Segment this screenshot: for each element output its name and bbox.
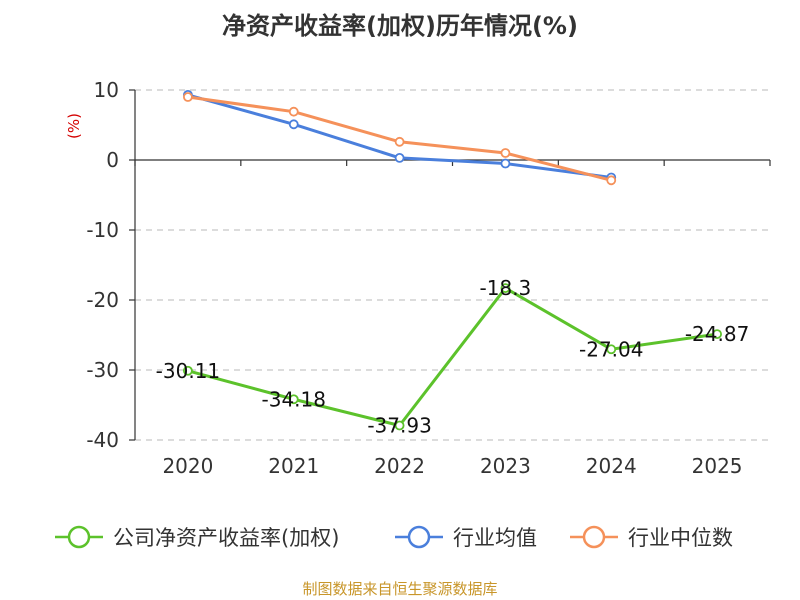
data-point-0 <box>183 365 193 376</box>
y-axis-unit: (%) <box>65 113 83 139</box>
data-label: -30.11 <box>156 359 220 383</box>
data-label: -34.18 <box>262 387 326 411</box>
axes: 10 0 -10 -20 -30 -40 2020 2021 2022 2023 2024 2025 <box>86 78 771 478</box>
x-tick-label: 2023 <box>480 454 531 478</box>
series-layer <box>183 90 722 431</box>
data-point-1 <box>394 152 405 163</box>
y-tick-label: 10 <box>94 78 119 102</box>
data-point-1 <box>500 158 511 169</box>
data-label: -37.93 <box>367 414 431 438</box>
data-point-0 <box>606 344 617 355</box>
x-tick-label: 2020 <box>162 454 213 478</box>
legend-label-0: 公司净资产收益率(加权) <box>113 526 339 550</box>
y-tick-label: -40 <box>86 428 119 452</box>
legend: 公司净资产收益率(加权) 行业均值 行业中位数 <box>55 525 733 550</box>
data-point-0 <box>500 283 511 294</box>
data-labels: -30.11 -34.18 -37.93 -18.3 -27.04 -24.87 <box>156 276 750 437</box>
x-tick-label: 2024 <box>586 454 637 478</box>
chart-title: 净资产收益率(加权)历年情况(%) <box>222 12 578 40</box>
y-tick-label: -10 <box>86 218 119 242</box>
data-point-0 <box>288 394 299 405</box>
data-point-2 <box>394 136 405 147</box>
data-point-2 <box>500 148 511 158</box>
y-tick-label: -30 <box>86 358 119 382</box>
data-point-1 <box>288 119 299 130</box>
legend-marker-2 <box>582 525 606 549</box>
legend-marker-1 <box>407 525 431 549</box>
series-line-0 <box>187 286 718 428</box>
legend-marker-0 <box>67 525 91 549</box>
data-label: -24.87 <box>685 322 749 346</box>
data-point-2 <box>606 175 617 186</box>
data-point-0 <box>712 329 722 339</box>
data-point-2 <box>183 92 193 102</box>
source-note: 制图数据来自恒生聚源数据库 <box>302 580 497 598</box>
data-label: -18.3 <box>480 276 532 300</box>
legend-label-1: 行业均值 <box>453 526 537 550</box>
x-tick-label: 2025 <box>692 454 743 478</box>
x-tick-label: 2022 <box>374 454 425 478</box>
data-point-2 <box>288 106 299 117</box>
grid-lines <box>135 89 770 441</box>
legend-label-2: 行业中位数 <box>628 526 733 550</box>
y-tick-label: -20 <box>86 288 119 312</box>
data-point-0 <box>394 420 405 431</box>
y-tick-label: 0 <box>106 148 119 172</box>
x-tick-label: 2021 <box>268 454 319 478</box>
data-label: -27.04 <box>579 337 643 361</box>
